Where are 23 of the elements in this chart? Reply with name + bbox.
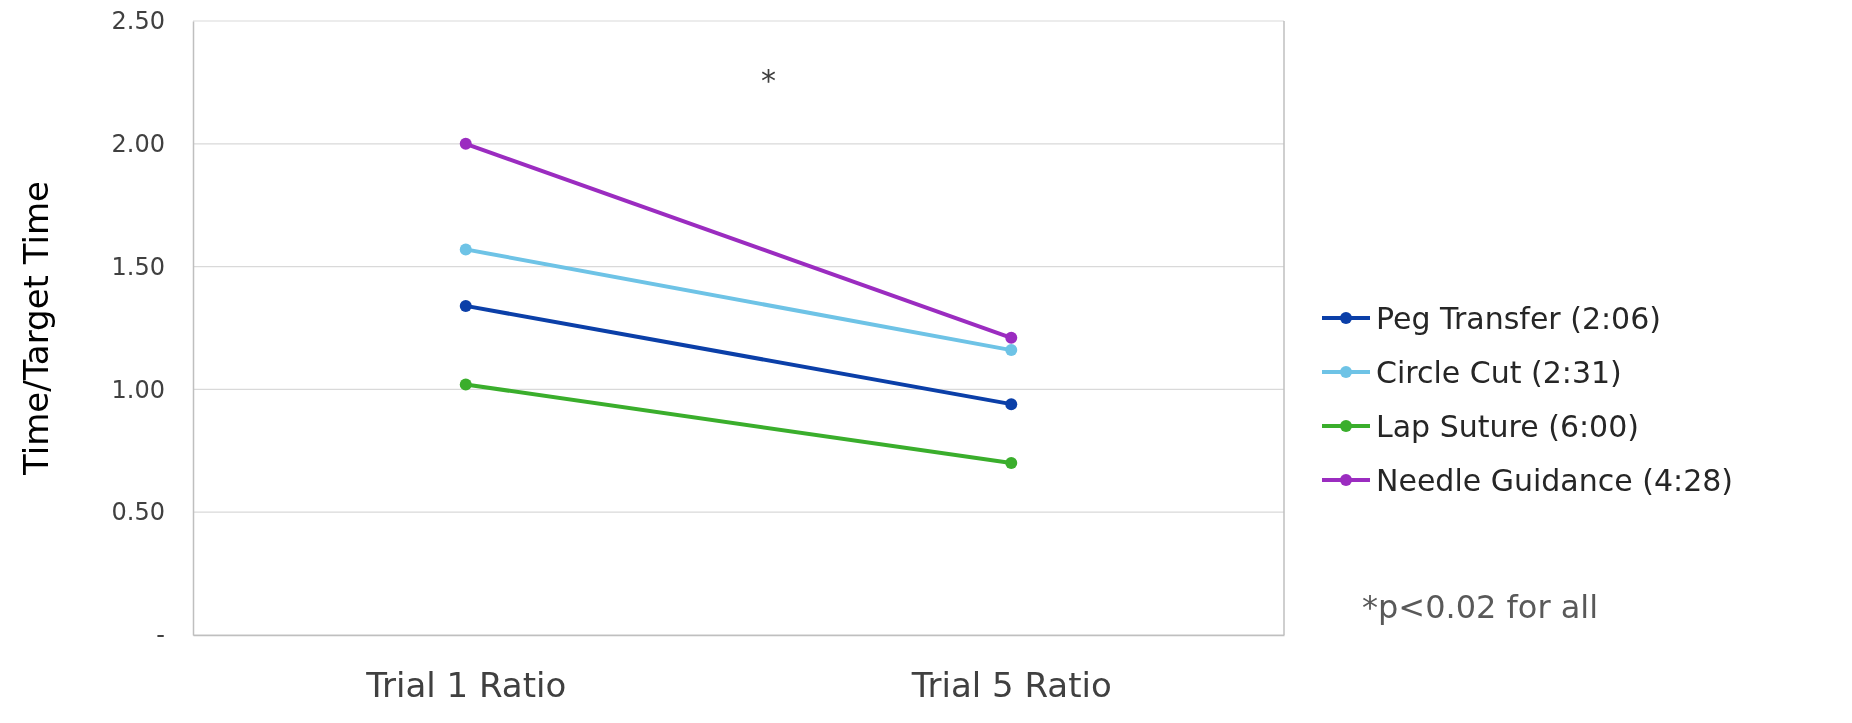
point [459,243,472,256]
point [459,378,472,391]
x-tick-label: Trial 1 Ratio [365,665,567,706]
y-tick-label: 1.50 [111,252,165,281]
point [459,299,472,312]
legend-label: Circle Cut (2:31) [1376,354,1622,390]
point [1005,457,1018,470]
y-tick-label: 2.50 [111,7,165,36]
y-tick-label: - [156,621,165,650]
point [1005,331,1018,344]
y-tick-label: 1.00 [111,375,165,404]
point [1005,344,1018,357]
legend-label: Needle Guidance (4:28) [1376,462,1734,498]
y-tick-label: 2.00 [111,129,165,158]
y-axis-title: Time/Target Time [16,181,56,476]
text: *p<0.02 for all [1362,588,1599,626]
point [459,137,472,150]
annotation: * [761,63,776,98]
y-tick-label: 0.50 [111,498,165,527]
legend-label: Peg Transfer (2:06) [1376,300,1661,336]
point [1005,398,1018,411]
legend-label: Lap Suture (6:00) [1376,408,1639,444]
x-tick-label: Trial 5 Ratio [910,665,1112,706]
